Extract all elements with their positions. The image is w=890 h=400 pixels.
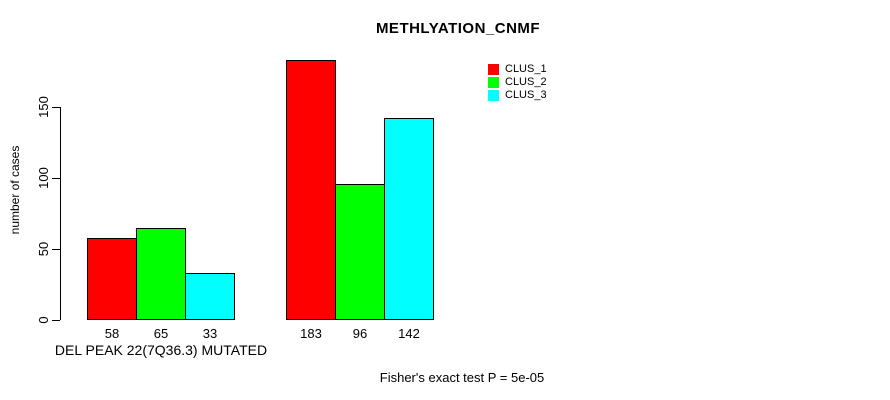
y-tick-label: 50	[36, 241, 51, 257]
y-axis-title: number of cases	[8, 145, 22, 235]
fisher-test-annotation: Fisher's exact test P = 5e-05	[379, 370, 545, 385]
legend-item-clus_3: CLUS_3	[488, 90, 547, 101]
y-axis-line	[60, 107, 61, 320]
legend-swatch-icon	[488, 64, 499, 75]
legend-label: CLUS_2	[505, 76, 547, 88]
legend-item-clus_1: CLUS_1	[488, 64, 547, 75]
chart-title: METHLYATION_CNMF	[375, 20, 541, 37]
bar-clus_1-group2	[286, 60, 336, 320]
legend-label: CLUS_1	[505, 63, 547, 75]
bar-clus_2-group1	[136, 227, 186, 320]
legend-label: CLUS_3	[505, 89, 547, 101]
bar-clus_3-group2	[384, 118, 434, 320]
y-tick-mark	[52, 107, 60, 109]
legend-swatch-icon	[488, 77, 499, 88]
bar-value-label: 65	[153, 326, 169, 341]
y-tick-mark	[52, 320, 60, 321]
bar-value-label: 183	[300, 326, 322, 341]
bar-clus_2-group2	[335, 183, 385, 320]
bar-value-label: 142	[398, 326, 420, 341]
legend: CLUS_1 CLUS_2 CLUS_3	[488, 64, 547, 101]
legend-item-clus_2: CLUS_2	[488, 77, 547, 88]
y-tick-label: 100	[36, 167, 51, 189]
y-tick-label: 0	[36, 316, 51, 324]
bar-value-label: 96	[352, 326, 368, 341]
y-tick-mark	[52, 249, 60, 251]
y-tick-label: 150	[36, 96, 51, 118]
bar-value-label: 33	[202, 326, 218, 341]
legend-swatch-icon	[488, 90, 499, 101]
bar-clus_3-group1	[185, 273, 235, 320]
y-tick-mark	[52, 178, 60, 180]
bar-clus_1-group1	[87, 237, 137, 320]
bar-value-label: 58	[104, 326, 120, 341]
x-axis-title: DEL PEAK 22(7Q36.3) MUTATED	[54, 342, 268, 358]
